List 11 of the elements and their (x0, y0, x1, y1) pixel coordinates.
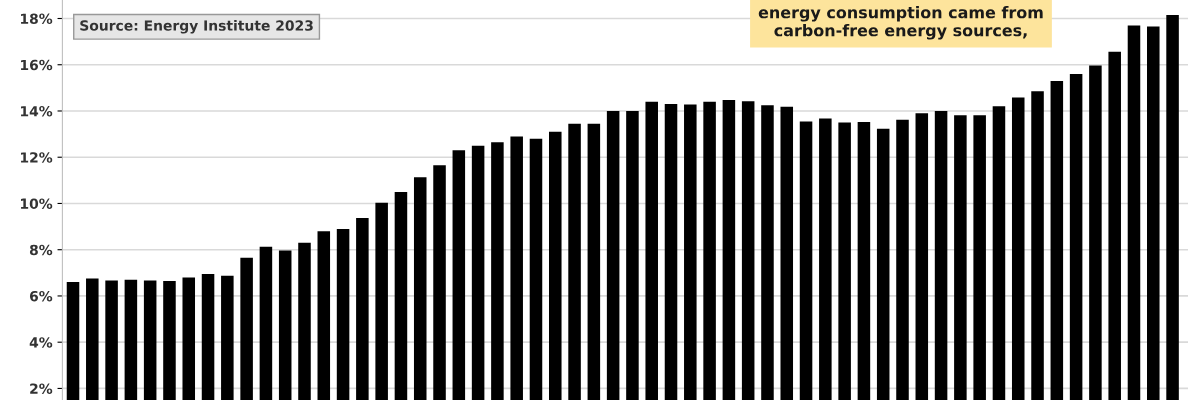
y-tick-label: 2% (30, 383, 53, 394)
annotation: Source: Energy Institute 2023 (80, 20, 313, 34)
y-tick-label: 18% (21, 13, 53, 24)
y-tick-label: 4% (29, 337, 53, 348)
y-tick-label: 8% (29, 244, 53, 256)
y-tick-label: 16% (21, 59, 53, 71)
y-tick-label: 14% (21, 105, 53, 117)
y-tick-label: 12% (21, 152, 53, 163)
y-tick-label: 10% (21, 198, 53, 209)
y-tick-label: 6% (29, 290, 53, 302)
annotation: energy consumption came from carbon-free energy sources, (758, 6, 1043, 40)
